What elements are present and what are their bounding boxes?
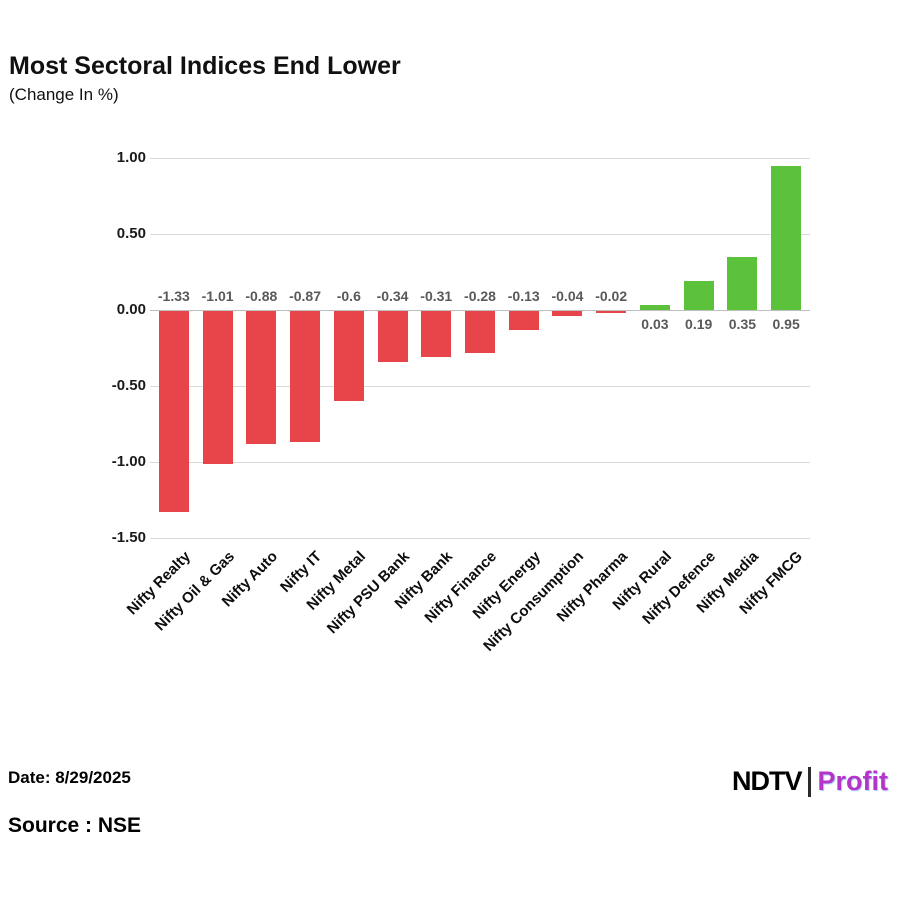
bar bbox=[158, 311, 189, 513]
source-label: Source : NSE bbox=[8, 814, 142, 837]
y-axis-tick-label: -0.50 bbox=[111, 377, 146, 394]
y-axis-tick-label: 0.00 bbox=[116, 301, 146, 318]
gridline bbox=[150, 538, 810, 539]
date-label: Date: 8/29/2025 bbox=[8, 768, 131, 787]
chart-title: Most Sectoral Indices End Lower bbox=[9, 52, 401, 80]
bar bbox=[421, 311, 452, 358]
bar-value-label: -0.6 bbox=[336, 288, 361, 304]
bar-value-label: -0.13 bbox=[507, 288, 540, 304]
gridline bbox=[150, 462, 810, 463]
bar bbox=[508, 311, 539, 330]
bar-value-label: 0.19 bbox=[685, 316, 713, 332]
bar-value-label: -1.33 bbox=[157, 288, 190, 304]
bar bbox=[333, 311, 364, 402]
bar bbox=[771, 165, 802, 310]
bar bbox=[465, 311, 495, 353]
bar-value-label: -0.04 bbox=[551, 288, 584, 304]
bar bbox=[596, 311, 627, 314]
gridline bbox=[150, 386, 810, 387]
y-axis-tick-label: -1.00 bbox=[111, 453, 146, 470]
logo-ndtv-text: NDTV bbox=[732, 766, 802, 796]
bar bbox=[683, 281, 714, 310]
bar bbox=[377, 311, 408, 362]
ndtv-profit-logo: NDTV Profit bbox=[732, 766, 888, 797]
y-axis-tick-label: -1.50 bbox=[111, 529, 146, 546]
bar bbox=[202, 311, 233, 464]
bar-value-label: 0.03 bbox=[641, 316, 669, 332]
logo-divider bbox=[807, 766, 811, 797]
bar bbox=[639, 305, 670, 310]
bar bbox=[290, 311, 321, 443]
bar bbox=[246, 311, 277, 444]
bar-value-label: -0.02 bbox=[595, 288, 628, 304]
gridline bbox=[150, 310, 810, 311]
y-axis-tick-label: 0.50 bbox=[116, 225, 146, 242]
gridline bbox=[150, 234, 810, 235]
bar-value-label: -0.88 bbox=[245, 288, 278, 304]
bar-value-label: -0.31 bbox=[420, 288, 453, 304]
bar-value-label: 0.95 bbox=[772, 316, 800, 332]
bar-value-label: 0.35 bbox=[728, 316, 757, 332]
bar-value-label: -0.87 bbox=[289, 288, 322, 304]
chart-subtitle: (Change In %) bbox=[9, 85, 119, 104]
bar bbox=[727, 256, 758, 310]
bar bbox=[552, 311, 583, 317]
bar-value-label: -0.28 bbox=[464, 288, 496, 304]
logo-profit-text: Profit bbox=[817, 766, 889, 796]
bar-value-label: -0.34 bbox=[376, 288, 409, 304]
bar-value-label: -1.01 bbox=[201, 288, 234, 304]
gridline bbox=[150, 158, 810, 159]
y-axis-tick-label: 1.00 bbox=[116, 149, 146, 166]
